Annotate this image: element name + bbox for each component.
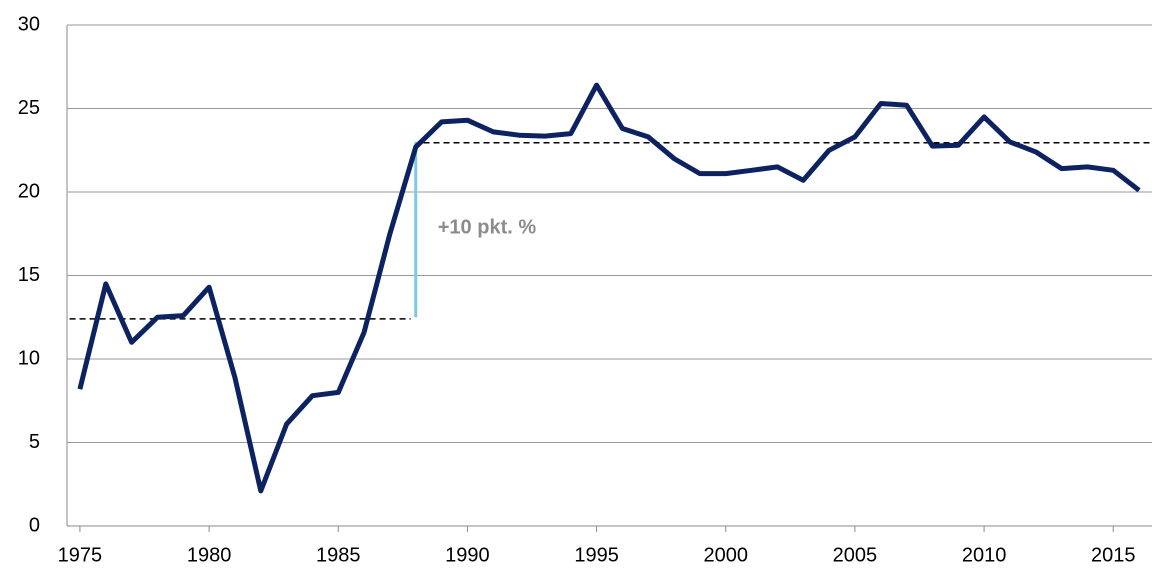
annotation-text: +10 pkt. % (438, 216, 537, 238)
x-tick-label: 1985 (316, 544, 361, 566)
x-tick-label: 1975 (58, 544, 103, 566)
line-series (77, 82, 1141, 494)
x-tick-label: 2015 (1091, 544, 1136, 566)
x-tick-label: 1980 (187, 544, 232, 566)
y-tick-label: 30 (18, 13, 40, 35)
x-tick-label: 2000 (704, 544, 749, 566)
y-tick-label: 0 (29, 514, 40, 536)
x-tick-label: 2005 (833, 544, 878, 566)
x-tick-label: 2010 (962, 544, 1007, 566)
x-tick-label: 1995 (574, 544, 619, 566)
x-tick-label: 1990 (445, 544, 490, 566)
y-tick-label: 10 (18, 347, 40, 369)
y-tick-label: 25 (18, 97, 40, 119)
y-tick-label: 20 (18, 180, 40, 202)
y-tick-label: 5 (29, 431, 40, 453)
y-tick-label: 15 (18, 264, 40, 286)
